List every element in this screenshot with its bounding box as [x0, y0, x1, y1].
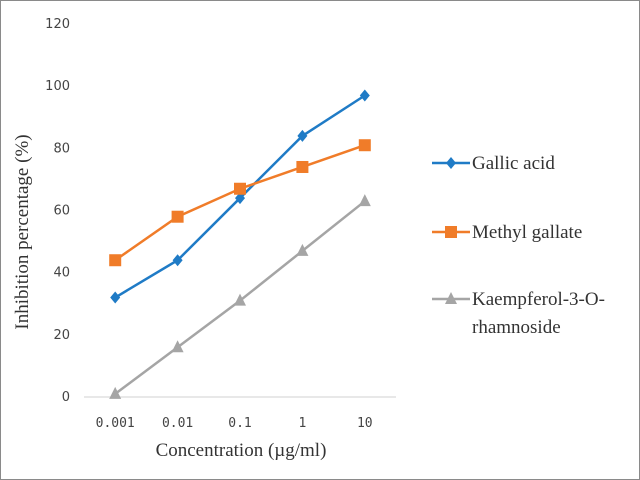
x-tick-labels: 0.001 0.01 0.1 1 10: [96, 416, 373, 431]
data-point-marker: [234, 182, 246, 195]
x-tick-label: 0.01: [162, 416, 193, 431]
legend-label-line: rhamnoside: [472, 317, 561, 338]
y-tick-label: 60: [53, 204, 70, 219]
data-point-marker: [358, 194, 371, 207]
x-tick-label: 1: [298, 416, 306, 431]
data-point-marker: [358, 139, 371, 152]
y-tick-label: 80: [53, 141, 70, 156]
legend: Gallic acid Methyl gallate Kaempferol-3-O-…: [432, 153, 605, 338]
legend-item: Methyl gallate: [432, 222, 582, 243]
y-tick-label: 0: [62, 390, 70, 405]
x-tick-label: 0.1: [228, 416, 251, 431]
y-tick-label: 40: [53, 266, 70, 281]
x-tick-label: 0.001: [96, 416, 135, 431]
data-point-marker: [109, 386, 122, 399]
y-tick-label: 100: [45, 79, 70, 94]
data-point-marker: [359, 89, 370, 102]
legend-marker: [445, 292, 457, 304]
legend-label: Gallic acid: [472, 153, 555, 174]
y-axis-title: Inhibition percentage (%): [12, 134, 33, 329]
y-axis-title-group: Inhibition percentage (%): [12, 134, 33, 329]
data-point-marker: [110, 291, 121, 304]
series-layer: [109, 89, 371, 399]
y-tick-label: 120: [45, 17, 70, 32]
data-point-marker: [296, 160, 309, 173]
legend-label: Methyl gallate: [472, 222, 582, 243]
data-point-marker: [297, 129, 308, 142]
legend-label-line: Kaempferol-3-O-: [472, 289, 605, 310]
legend-item: Kaempferol-3-O-rhamnoside: [432, 289, 605, 338]
x-axis-title: Concentration (µg/ml): [156, 440, 327, 461]
legend-marker: [446, 157, 456, 169]
data-point-marker: [171, 340, 184, 353]
data-point-marker: [296, 243, 309, 256]
series-1: [110, 89, 370, 304]
data-point-marker: [234, 293, 246, 306]
y-tick-labels: 0 20 40 60 80 100 120: [45, 17, 70, 405]
data-point-marker: [235, 192, 245, 205]
data-point-marker: [172, 254, 183, 267]
x-tick-label: 10: [357, 416, 373, 431]
legend-marker: [445, 226, 457, 238]
data-point-marker: [109, 254, 122, 267]
y-tick-label: 20: [53, 328, 70, 343]
data-point-marker: [171, 210, 184, 223]
legend-item: Gallic acid: [432, 153, 555, 174]
series-2: [109, 139, 371, 267]
series-3: [109, 194, 371, 399]
